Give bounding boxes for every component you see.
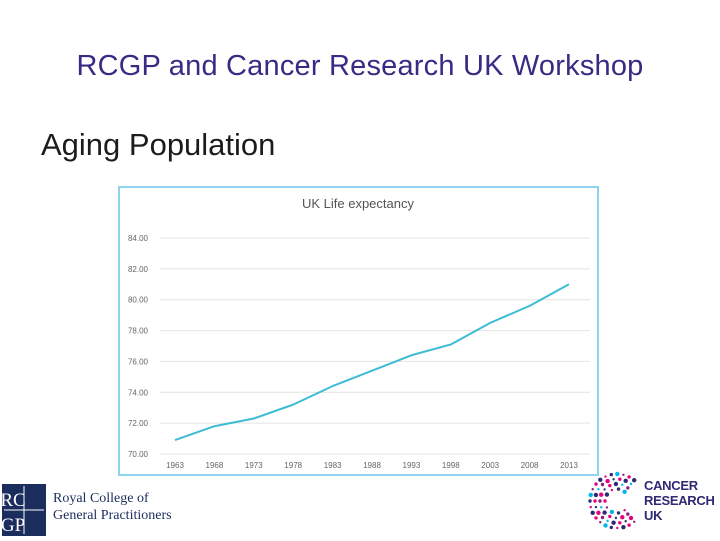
cruk-dot: [633, 520, 636, 523]
x-tick-label: 1968: [206, 461, 224, 470]
cruk-dot: [600, 506, 603, 509]
x-tick-label: 2008: [521, 461, 539, 470]
cruk-dot: [623, 509, 626, 512]
cruk-dot: [624, 520, 627, 523]
chart-title: UK Life expectancy: [302, 196, 415, 211]
life-expectancy-chart: UK Life expectancy 70.00 72.00 74.00 76.00 7…: [128, 196, 590, 470]
rcgp-logo-text: Royal College of General Practitioners: [53, 490, 172, 524]
cruk-logo-icon: [588, 471, 637, 530]
cruk-dot: [621, 483, 624, 486]
cruk-dot: [609, 509, 615, 515]
cruk-dot: [600, 482, 605, 487]
cruk-dot: [614, 516, 618, 520]
x-tick-label: 1988: [363, 461, 381, 470]
x-tick-label: 1983: [324, 461, 342, 470]
cruk-dot: [598, 477, 603, 482]
cruk-dot: [594, 482, 598, 486]
slide-title: RCGP and Cancer Research UK Workshop: [76, 50, 644, 82]
cruk-dot: [588, 492, 593, 498]
cruk-dot: [627, 523, 631, 527]
series-line: [174, 283, 570, 442]
cruk-dot: [618, 477, 622, 481]
cruk-dot: [626, 512, 630, 516]
rcgp-line-1: Royal College of: [53, 491, 149, 506]
cruk-dot: [603, 499, 607, 503]
y-tick-label: 84.00: [128, 234, 149, 243]
y-tick-label: 74.00: [128, 388, 149, 397]
y-tick-label: 78.00: [128, 327, 149, 336]
cruk-dot: [606, 519, 609, 523]
cruk-dot: [597, 488, 600, 491]
cruk-dot: [629, 482, 633, 486]
cruk-dot: [610, 488, 614, 492]
x-tick-label: 1993: [403, 461, 421, 470]
cruk-dot: [593, 499, 597, 503]
cruk-dot: [602, 510, 607, 515]
x-tick-label: 2003: [481, 461, 499, 470]
cruk-dot: [603, 488, 606, 491]
cruk-dot: [603, 523, 608, 528]
y-tick-label: 80.00: [128, 296, 149, 305]
cruk-dot: [623, 478, 628, 483]
cruk-dot: [604, 475, 607, 478]
cruk-dot: [605, 506, 609, 509]
cruk-dot: [598, 499, 602, 503]
cruk-line-3: UK: [644, 508, 663, 523]
cruk-line-2: RESEARCH: [644, 493, 715, 508]
cruk-dot: [604, 492, 610, 497]
cruk-dot: [608, 483, 612, 488]
cruk-dot: [599, 492, 604, 497]
cruk-dot: [599, 521, 602, 524]
cruk-dot: [608, 514, 612, 519]
x-tick-label: 1973: [245, 461, 263, 470]
cruk-dot: [596, 510, 601, 515]
cruk-dot: [612, 478, 615, 481]
cruk-dot: [594, 516, 598, 520]
cruk-dot: [609, 472, 613, 477]
slide-subtitle: Aging Population: [41, 127, 276, 162]
cruk-dot: [589, 505, 592, 509]
cruk-line-1: CANCER: [644, 478, 698, 493]
cruk-logo-text: CANCER RESEARCH UK: [644, 478, 715, 523]
rcgp-monogram-bottom: GP: [2, 515, 25, 536]
y-tick-label: 76.00: [128, 357, 149, 366]
cruk-dot: [632, 478, 637, 483]
x-tick-label: 1998: [442, 461, 460, 470]
y-tick-label: 72.00: [128, 419, 149, 428]
cruk-dot: [613, 481, 619, 487]
cruk-dot: [616, 487, 621, 491]
cruk-dot: [593, 492, 599, 498]
cruk-dot: [609, 525, 613, 530]
cruk-dot: [622, 489, 627, 494]
cruk-dot: [618, 521, 622, 525]
x-tick-label: 1978: [284, 461, 302, 470]
cruk-dot: [628, 515, 634, 521]
y-tick-label: 82.00: [128, 265, 149, 274]
cruk-dot: [626, 486, 630, 490]
x-tick-label: 2013: [560, 461, 578, 470]
rcgp-logo-icon: RC GP: [0, 484, 46, 536]
cruk-dot: [621, 525, 626, 530]
cruk-dot: [590, 510, 595, 515]
cruk-dot: [591, 488, 594, 491]
cruk-dot: [616, 526, 619, 530]
cruk-dot: [594, 505, 598, 509]
rcgp-monogram-top: RC: [2, 490, 26, 511]
cruk-dot: [605, 478, 610, 484]
cruk-dot: [622, 473, 625, 476]
cruk-dot: [615, 471, 620, 477]
cruk-dot: [588, 499, 592, 503]
cruk-dot: [627, 475, 631, 479]
cruk-dot: [600, 515, 605, 520]
cruk-dot: [616, 511, 621, 515]
cruk-dot: [620, 515, 625, 520]
y-tick-label: 70.00: [128, 450, 149, 459]
rcgp-line-2: General Practitioners: [53, 508, 172, 523]
cruk-dot: [611, 520, 616, 525]
x-tick-label: 1963: [166, 461, 184, 470]
